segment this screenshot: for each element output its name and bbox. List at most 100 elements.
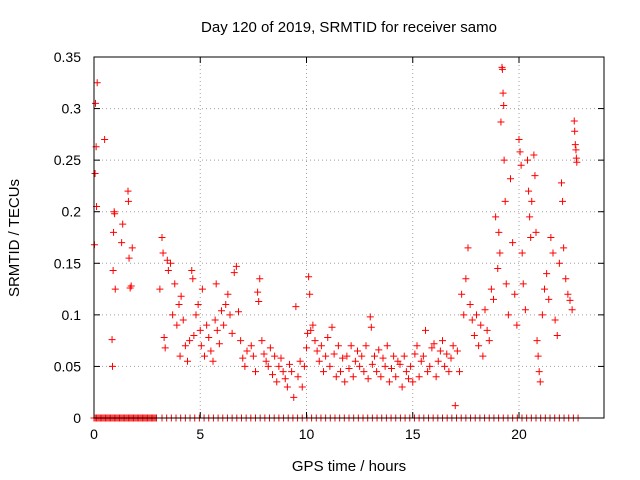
data-point (290, 393, 298, 401)
data-point (283, 383, 291, 391)
data-point (309, 321, 317, 329)
data-point (345, 364, 353, 372)
data-point (453, 347, 461, 355)
data-point (313, 347, 321, 355)
data-point (551, 316, 559, 324)
data-point (239, 354, 247, 362)
data-point (377, 373, 385, 381)
data-point (500, 156, 508, 164)
data-point (485, 337, 493, 345)
data-point (502, 280, 510, 288)
data-point (531, 172, 539, 180)
data-point (392, 373, 400, 381)
data-point (279, 368, 287, 376)
data-point (175, 301, 183, 309)
data-point (509, 239, 517, 247)
data-point (566, 296, 574, 304)
data-point (207, 347, 215, 355)
data-point (125, 254, 133, 262)
data-point (288, 368, 296, 376)
data-point (252, 368, 259, 376)
data-point (197, 342, 205, 350)
data-point (441, 362, 449, 370)
data-point (527, 234, 535, 241)
data-point (481, 306, 489, 314)
data-point (169, 311, 177, 319)
data-point (572, 146, 580, 154)
data-point (201, 352, 208, 360)
data-point (490, 295, 497, 303)
data-point (304, 329, 312, 337)
data-point (269, 371, 276, 379)
data-point (368, 360, 376, 368)
data-point (292, 303, 300, 311)
axis-ticks: 0 5 10 15 20 0 0.05 0.1 0.15 0.2 0.25 0.3 0.35 (54, 49, 604, 442)
data-point (262, 357, 270, 365)
data-point (237, 337, 245, 345)
plot-frame (93, 56, 605, 419)
data-point (205, 334, 213, 342)
data-point (445, 368, 453, 376)
data-point (124, 197, 132, 205)
data-point (241, 362, 249, 370)
data-point (209, 357, 217, 365)
data-point (341, 378, 349, 386)
data-point (256, 275, 264, 283)
data-point (213, 326, 221, 334)
data-point (212, 280, 220, 288)
data-point (177, 292, 185, 300)
grid-lines (94, 57, 604, 418)
data-point (160, 334, 168, 342)
data-point (439, 337, 446, 345)
data-point (562, 275, 570, 283)
data-point (526, 213, 534, 221)
data-point (211, 316, 219, 324)
data-point (91, 99, 99, 107)
y-tick-label: 0.25 (54, 152, 81, 168)
data-point (511, 290, 519, 298)
data-point (535, 368, 543, 376)
data-point (426, 362, 434, 370)
data-point (91, 170, 99, 178)
data-point (367, 323, 375, 331)
data-point (534, 352, 542, 360)
data-point (362, 342, 370, 350)
data-point (176, 352, 184, 360)
data-point (307, 326, 315, 334)
data-point (555, 259, 563, 267)
data-point (226, 311, 234, 319)
data-point (507, 175, 514, 183)
data-point (161, 344, 169, 352)
data-point (458, 290, 466, 298)
data-point (443, 350, 451, 358)
data-point (375, 346, 383, 354)
data-point (119, 220, 127, 228)
y-tick-label: 0.05 (54, 358, 81, 374)
data-point (497, 118, 505, 126)
data-point (436, 347, 444, 355)
data-point (549, 249, 557, 257)
data-point (536, 378, 544, 386)
y-axis-label: SRMTID / TECUs (6, 179, 23, 297)
data-point (190, 331, 198, 339)
data-point (483, 326, 491, 334)
data-point (296, 357, 304, 365)
y-tick-label: 0.3 (62, 101, 82, 117)
data-point (434, 357, 442, 365)
data-point (258, 337, 266, 345)
y-tick-label: 0 (73, 410, 81, 426)
data-point (243, 347, 251, 355)
data-point (464, 244, 472, 252)
data-point (402, 368, 410, 376)
data-point (222, 301, 230, 309)
data-point (383, 342, 391, 350)
data-point (573, 158, 581, 166)
data-point (447, 354, 455, 362)
data-point (179, 316, 187, 324)
data-point (332, 373, 340, 381)
data-point (167, 259, 174, 267)
data-point (496, 249, 504, 257)
data-point (203, 321, 211, 329)
data-point (254, 288, 262, 296)
data-point (317, 342, 325, 350)
